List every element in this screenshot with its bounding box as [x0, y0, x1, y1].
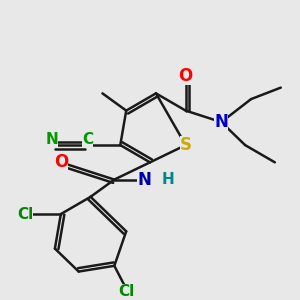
Text: N: N: [137, 171, 151, 189]
Text: O: O: [178, 67, 193, 85]
Text: S: S: [180, 136, 192, 154]
Text: N: N: [214, 113, 228, 131]
Text: Cl: Cl: [17, 207, 33, 222]
Text: C: C: [82, 132, 93, 147]
Text: Cl: Cl: [118, 284, 134, 299]
Text: N: N: [46, 132, 58, 147]
Text: H: H: [161, 172, 174, 187]
Text: O: O: [54, 153, 68, 171]
